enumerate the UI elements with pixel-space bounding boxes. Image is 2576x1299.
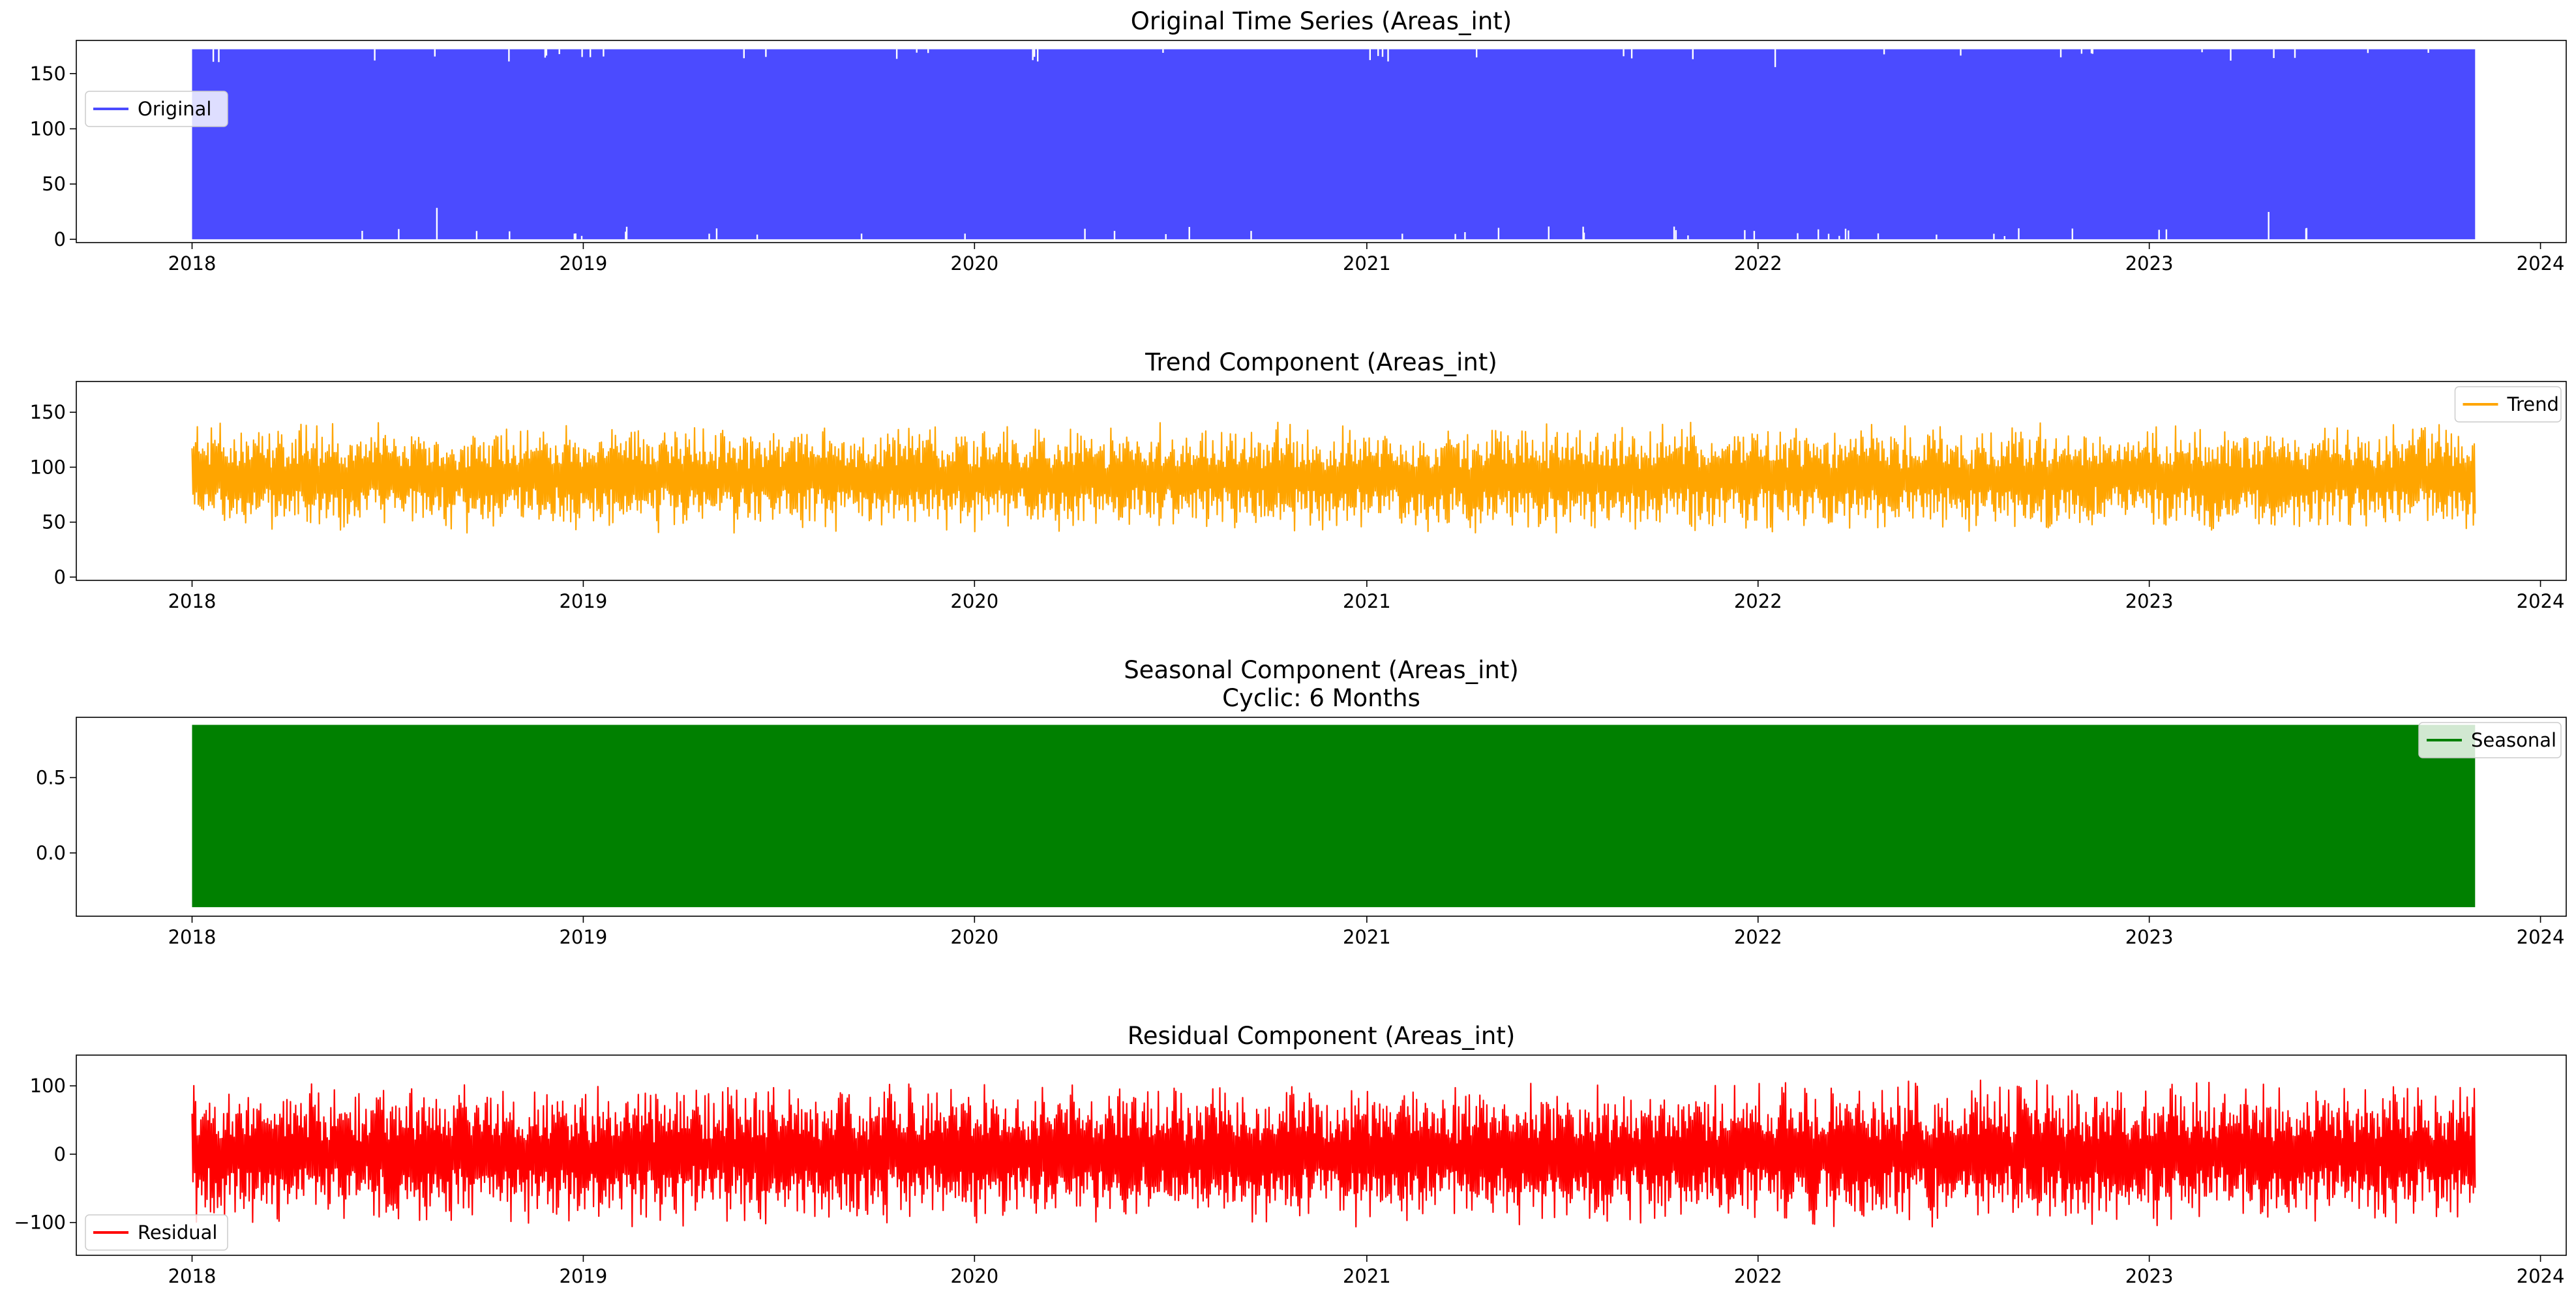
series-seasonal-band [192, 724, 2476, 908]
x-tick-label: 2018 [168, 926, 217, 948]
x-tick-label: 2022 [1734, 926, 1782, 948]
y-tick-label: 100 [30, 456, 66, 478]
legend: Original [85, 91, 228, 127]
legend: Seasonal [2418, 722, 2562, 758]
series-original-gaps [212, 49, 2429, 239]
x-tick-label: 2021 [1343, 590, 1391, 612]
x-tick-label: 2022 [1734, 1265, 1782, 1287]
x-tick-label: 2018 [168, 252, 217, 275]
y-tick-label: 0.0 [36, 842, 66, 864]
x-tick-label: 2019 [559, 1265, 607, 1287]
x-tick-label: 2021 [1343, 926, 1391, 948]
y-tick-label: 0 [54, 566, 66, 588]
x-tick-label: 2020 [950, 1265, 998, 1287]
legend-label: Residual [138, 1221, 217, 1244]
series-original-band [192, 49, 2476, 239]
x-tick-label: 2019 [559, 252, 607, 275]
legend-box [2418, 722, 2562, 758]
y-tick-label: 100 [30, 1075, 66, 1097]
axes-frame [76, 40, 2567, 243]
y-tick-label: 100 [30, 118, 66, 140]
x-tick-label: 2020 [950, 926, 998, 948]
x-tick-label: 2023 [2125, 926, 2174, 948]
y-tick-label: 0.5 [36, 766, 66, 788]
chart-subtitle: Cyclic: 6 Months [1222, 684, 1420, 712]
x-tick-label: 2018 [168, 1265, 217, 1287]
legend: Residual [85, 1214, 228, 1251]
x-tick-label: 2024 [2517, 590, 2565, 612]
chart-title: Residual Component (Areas_int) [1128, 1022, 1516, 1050]
legend-label: Trend [2507, 393, 2559, 415]
x-tick-label: 2020 [950, 590, 998, 612]
x-tick-label: 2022 [1734, 252, 1782, 275]
y-tick-label: 50 [42, 511, 66, 533]
legend: Trend [2454, 386, 2562, 423]
x-tick-label: 2023 [2125, 1265, 2174, 1287]
axes-frame [76, 381, 2567, 581]
x-tick-label: 2019 [559, 590, 607, 612]
panel-3: Seasonal Component (Areas_int)Cyclic: 6 … [36, 656, 2567, 948]
y-tick-label: 0 [54, 228, 66, 250]
panel-1: Original Time Series (Areas_int) 2018 2019… [30, 7, 2567, 275]
y-tick-label: 50 [42, 173, 66, 195]
x-tick-label: 2021 [1343, 252, 1391, 275]
y-tick-label: 0 [54, 1143, 66, 1165]
chart-title: Original Time Series (Areas_int) [1131, 7, 1512, 35]
series-residual-line [191, 1079, 2476, 1228]
x-tick-label: 2023 [2125, 252, 2174, 275]
y-tick-label: 150 [30, 63, 66, 85]
x-tick-label: 2023 [2125, 590, 2174, 612]
legend-box [85, 91, 228, 127]
legend-label: Seasonal [2471, 729, 2556, 751]
y-tick-label: −100 [14, 1212, 66, 1234]
panel-4: Residual Component (Areas_int) 2018 2019 20… [14, 1022, 2567, 1287]
chart-title: Trend Component (Areas_int) [1145, 348, 1497, 376]
legend-box [85, 1214, 228, 1251]
x-tick-label: 2024 [2517, 252, 2565, 275]
x-tick-label: 2019 [559, 926, 607, 948]
series-trend-line [191, 421, 2476, 534]
y-tick-label: 150 [30, 401, 66, 423]
x-tick-label: 2020 [950, 252, 998, 275]
axes-frame [76, 1054, 2567, 1256]
axes-frame [76, 717, 2567, 917]
legend-box [2454, 386, 2562, 423]
x-tick-label: 2024 [2517, 926, 2565, 948]
panel-2: Trend Component (Areas_int) 2018 2019 2020 2… [30, 348, 2567, 612]
x-tick-label: 2021 [1343, 1265, 1391, 1287]
legend-label: Original [138, 98, 211, 120]
chart-title: Seasonal Component (Areas_int) [1124, 656, 1519, 684]
x-tick-label: 2024 [2517, 1265, 2565, 1287]
x-tick-label: 2018 [168, 590, 217, 612]
x-tick-label: 2022 [1734, 590, 1782, 612]
